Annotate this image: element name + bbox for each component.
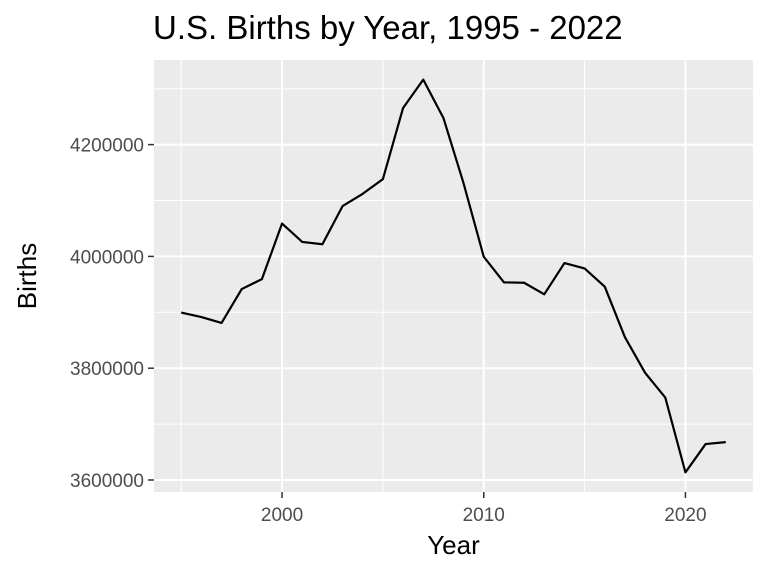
series-line-births bbox=[180, 78, 726, 474]
plot-panel bbox=[154, 60, 753, 492]
x-axis: 2000 2010 2020 bbox=[261, 492, 707, 526]
y-axis: 3600000 3800000 4000000 4200000 bbox=[70, 136, 154, 492]
y-tick-label: 4000000 bbox=[70, 247, 144, 268]
chart-title: U.S. Births by Year, 1995 - 2022 bbox=[153, 9, 623, 46]
grid-minor bbox=[154, 60, 753, 492]
x-tick-label: 2020 bbox=[664, 505, 706, 526]
y-tick-label: 3600000 bbox=[70, 471, 144, 492]
x-tick-label: 2010 bbox=[463, 505, 505, 526]
x-axis-title: Year bbox=[427, 530, 480, 560]
grid-major bbox=[154, 60, 753, 492]
y-tick-label: 4200000 bbox=[70, 136, 144, 157]
y-axis-title: Births bbox=[12, 243, 42, 309]
x-tick-label: 2000 bbox=[261, 505, 303, 526]
y-tick-label: 3800000 bbox=[70, 359, 144, 380]
